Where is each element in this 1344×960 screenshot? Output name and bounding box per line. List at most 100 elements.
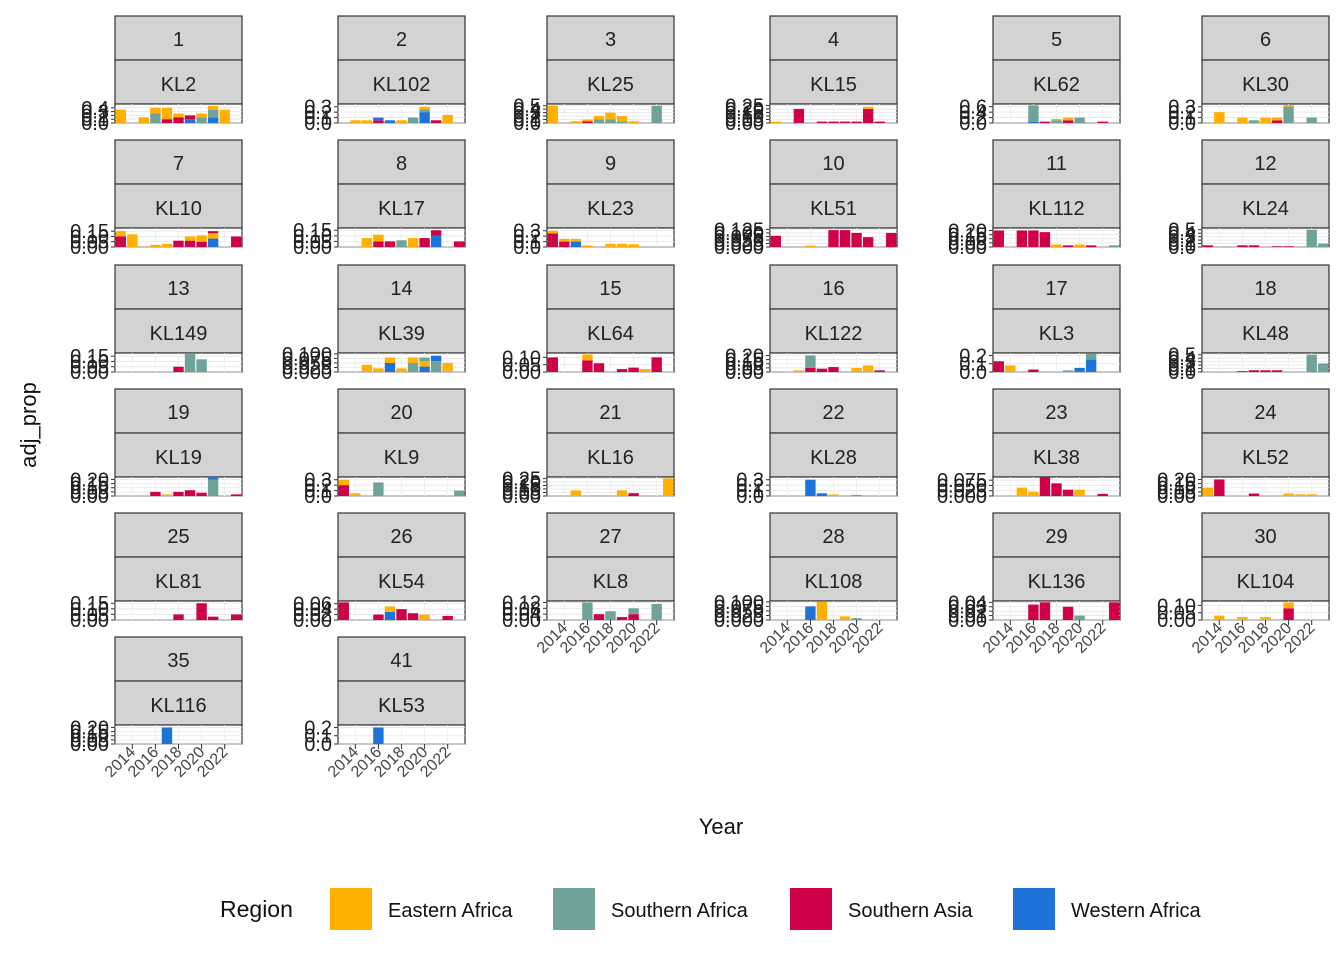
y-tick-label: 0.04	[948, 592, 987, 614]
bar-segment	[1097, 493, 1108, 496]
y-tick-label: 0.0	[736, 486, 764, 508]
strip-label-index: 35	[167, 650, 189, 672]
bar-segment	[839, 616, 851, 620]
y-tick-label: 0.2	[304, 102, 332, 124]
y-tick-label: 0.20	[70, 717, 109, 739]
strip-background	[337, 15, 466, 61]
bar-segment	[1039, 232, 1051, 247]
y-tick-label: 0.0	[959, 362, 987, 384]
strip-background	[992, 388, 1121, 434]
bar-segment	[1062, 489, 1074, 496]
bar-segment	[419, 614, 430, 620]
bar-segment	[816, 601, 828, 620]
strip-background	[1201, 59, 1330, 105]
y-tick-label: 0.00	[293, 610, 332, 632]
bar-segment	[373, 368, 384, 372]
strip-background	[1201, 264, 1330, 310]
strip-background	[769, 15, 898, 61]
bar-segment	[628, 244, 639, 247]
bar-segment	[396, 240, 407, 247]
bar-segment	[338, 479, 349, 486]
strip-label-kl: KL112	[1028, 198, 1084, 220]
bar-segment	[805, 367, 816, 372]
legend-label: Western Africa	[1071, 900, 1202, 922]
strip-background	[114, 15, 243, 61]
bar-segment	[1214, 479, 1225, 496]
strip-label-index: 19	[167, 402, 189, 424]
bar-segment	[1039, 477, 1051, 496]
strip-background	[546, 556, 675, 602]
y-tick-label: 0.10	[502, 479, 541, 501]
legend-key	[330, 888, 372, 930]
y-tick-label: 0.3	[304, 470, 332, 492]
bar-segment	[373, 482, 384, 496]
bar-segment	[1202, 487, 1213, 496]
y-tick-label: 0.15	[948, 225, 987, 247]
y-tick-label: 0.05	[70, 232, 109, 254]
bar-segment	[430, 235, 442, 247]
y-tick-label: 0.3	[513, 103, 541, 125]
y-tick-label: 0.2	[959, 108, 987, 130]
strip-label-kl: KL51	[810, 198, 857, 220]
bar-segment	[396, 368, 407, 372]
strip-label-kl: KL15	[810, 74, 857, 96]
y-tick-label: 0.1	[304, 726, 332, 748]
y-tick-label: 0.0	[959, 113, 987, 135]
y-tick-label: 0.05	[70, 357, 109, 379]
y-tick-label: 0.050	[937, 475, 987, 497]
bar-segment	[1074, 367, 1085, 372]
y-tick-label: 0.1	[959, 354, 987, 376]
y-tick-label: 0.10	[70, 226, 109, 248]
bar-segment	[207, 477, 219, 480]
bar-segment	[582, 602, 593, 620]
bar-segment	[616, 116, 628, 122]
y-tick-label: 0.000	[714, 610, 764, 632]
y-tick-label: 0.1	[513, 110, 541, 132]
y-tick-label: 0.4	[513, 99, 541, 121]
y-tick-label: 0.2	[736, 475, 764, 497]
bar-segment	[1039, 602, 1051, 620]
bar-segment	[396, 120, 407, 123]
strip-background	[992, 59, 1121, 105]
bar-segment	[161, 243, 173, 247]
bar-segment	[1283, 246, 1294, 247]
y-tick-label: 0.100	[714, 223, 764, 245]
bar-segment	[874, 121, 885, 123]
bar-segment	[350, 120, 361, 123]
bar-segment	[770, 121, 781, 123]
bar-segment	[828, 121, 839, 123]
strip-label-kl: KL102	[373, 74, 431, 96]
bar-segment	[1062, 117, 1074, 121]
bar-segment	[1318, 363, 1329, 372]
strip-label-kl: KL30	[1242, 74, 1289, 96]
bar-segment	[828, 230, 839, 247]
bar-segment	[407, 117, 419, 123]
bar-segment	[1248, 493, 1260, 496]
bar-segment	[605, 119, 616, 123]
y-tick-label: 0.1	[736, 481, 764, 503]
bar-segment	[361, 238, 373, 247]
bar-segment	[1074, 117, 1085, 123]
bar-segment	[582, 245, 593, 247]
bar-segment	[628, 614, 639, 620]
facet-panel: 21 KL16 0.000.050.100.150.200.25	[502, 388, 675, 508]
bar-segment	[1074, 615, 1085, 620]
y-tick-label: 0.04	[293, 599, 332, 621]
legend-key	[1013, 888, 1055, 930]
legend-label: Southern Africa	[611, 900, 749, 922]
y-tick-label: 0.00	[70, 237, 109, 259]
facet-panel: 5 KL62 0.00.20.40.6	[959, 15, 1121, 135]
panels-layer: 1KL20.00.10.20.30.42KL1020.00.10.20.33KL…	[70, 15, 1330, 781]
bar-segment	[628, 608, 639, 615]
bar-segment	[442, 362, 453, 372]
bar-segment	[1260, 617, 1271, 620]
bar-segment	[407, 357, 419, 363]
bar-segment	[173, 366, 184, 372]
strip-background	[546, 15, 675, 61]
strip-background	[769, 139, 898, 185]
strip-background	[114, 680, 243, 726]
y-tick-label: 0.100	[282, 344, 332, 366]
bar-segment	[1214, 112, 1225, 123]
